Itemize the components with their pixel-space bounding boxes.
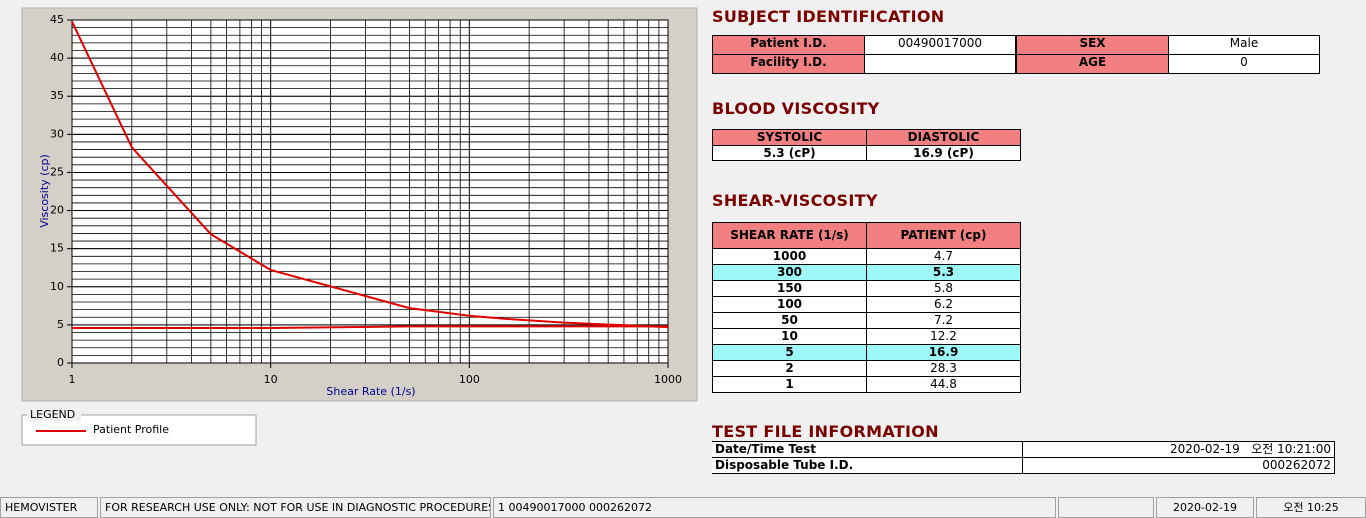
field-label: AGE — [1016, 54, 1169, 74]
field-label: Patient I.D. — [712, 35, 865, 55]
patient-value: 6.2 — [866, 296, 1021, 313]
column-header: SYSTOLIC — [712, 129, 867, 146]
patient-value: 16.9 — [866, 344, 1021, 361]
legend-title-bg — [27, 409, 81, 421]
column-header: SHEAR RATE (1/s) — [712, 222, 867, 249]
chart: Shear Rate (1/s) Viscosity (cp) LEGEND 0… — [21, 7, 698, 446]
file-label: Date/Time Test — [712, 441, 1023, 458]
value-cell: 16.9 (cP) — [866, 145, 1021, 161]
shear-rate: 150 — [712, 280, 867, 297]
patient-value: 5.8 — [866, 280, 1021, 297]
patient-value: 44.8 — [866, 376, 1021, 393]
shear-rate: 5 — [712, 344, 867, 361]
x-axis-label: Shear Rate (1/s) — [326, 385, 415, 398]
x-tick-label: 10 — [264, 373, 278, 386]
field-label: SEX — [1016, 35, 1169, 55]
y-tick-label: 25 — [50, 165, 64, 178]
section-title: BLOOD VISCOSITY — [712, 99, 880, 118]
y-tick-label: 30 — [50, 127, 64, 140]
section-title: TEST FILE INFORMATION — [712, 422, 939, 441]
x-tick-label: 1 — [69, 373, 76, 386]
plot-area — [72, 20, 668, 363]
y-tick-label: 5 — [57, 318, 64, 331]
y-tick-label: 15 — [50, 242, 64, 255]
y-axis-label: Viscosity (cp) — [38, 154, 51, 228]
status-section: FOR RESEARCH USE ONLY: NOT FOR USE IN DI… — [100, 497, 491, 518]
y-tick-label: 20 — [50, 204, 64, 217]
field-value — [864, 54, 1016, 74]
shear-rate: 300 — [712, 264, 867, 281]
status-section: 1 00490017000 000262072 — [493, 497, 1056, 518]
field-value: 0 — [1168, 54, 1320, 74]
status-section: 오전 10:25 — [1256, 497, 1366, 518]
shear-rate: 10 — [712, 328, 867, 345]
shear-rate: 100 — [712, 296, 867, 313]
y-tick-label: 10 — [50, 280, 64, 293]
status-section: 2020-02-19 — [1156, 497, 1254, 518]
legend-label: Patient Profile — [93, 423, 169, 436]
field-value: 00490017000 — [864, 35, 1016, 55]
section-title: SUBJECT IDENTIFICATION — [712, 7, 945, 26]
field-label: Facility I.D. — [712, 54, 865, 74]
y-tick-label: 0 — [57, 356, 64, 369]
patient-value: 4.7 — [866, 248, 1021, 265]
shear-rate: 1 — [712, 376, 867, 393]
plot-border — [71, 19, 669, 364]
data-line — [71, 21, 669, 329]
patient-value: 5.3 — [866, 264, 1021, 281]
patient-value: 12.2 — [866, 328, 1021, 345]
value-cell: 5.3 (cP) — [712, 145, 867, 161]
data-line — [72, 325, 668, 329]
field-value: Male — [1168, 35, 1320, 55]
legend-title: LEGEND — [30, 408, 75, 421]
section-title: SHEAR-VISCOSITY — [712, 191, 878, 210]
shear-rate: 2 — [712, 360, 867, 377]
x-tick-label: 1000 — [654, 373, 682, 386]
shear-rate: 1000 — [712, 248, 867, 265]
column-header: PATIENT (cp) — [866, 222, 1021, 249]
shear-rate: 50 — [712, 312, 867, 329]
file-value: 000262072 — [1022, 457, 1335, 474]
status-section — [1058, 497, 1154, 518]
file-value: 2020-02-19 오전 10:21:00 — [1022, 441, 1335, 458]
y-tick-label: 35 — [50, 89, 64, 102]
y-tick-label: 40 — [50, 51, 64, 64]
column-header: DIASTOLIC — [866, 129, 1021, 146]
patient-value: 28.3 — [866, 360, 1021, 377]
status-section: HEMOVISTER — [0, 497, 98, 518]
file-label: Disposable Tube I.D. — [712, 457, 1023, 474]
patient-value: 7.2 — [866, 312, 1021, 329]
x-tick-label: 100 — [459, 373, 480, 386]
y-tick-label: 45 — [50, 13, 64, 26]
